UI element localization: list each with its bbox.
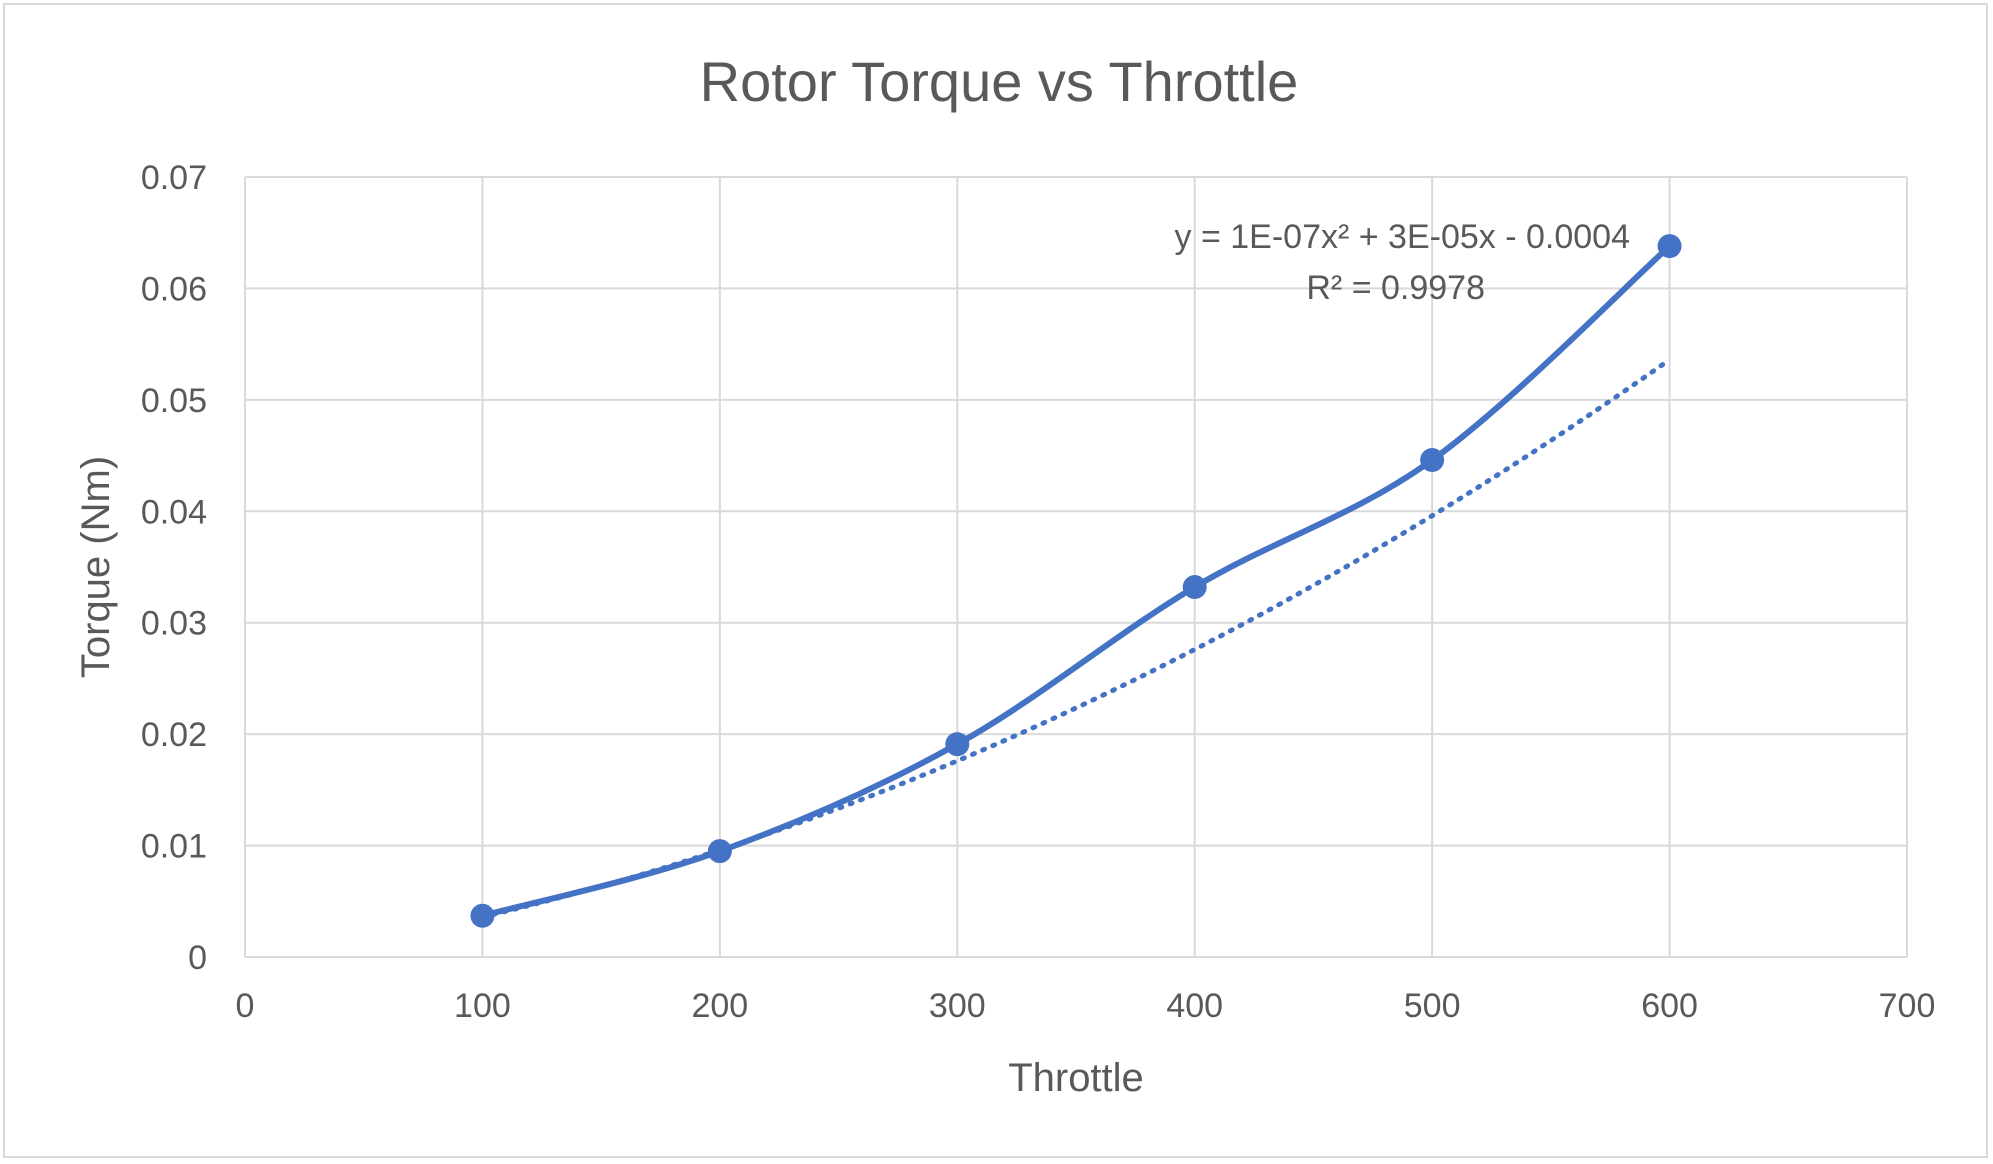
data-point [1420, 448, 1445, 473]
y-tick-label: 0.05 [141, 382, 207, 420]
trendline [479, 357, 1673, 920]
trendline-r-squared: R² = 0.9978 [1306, 269, 1485, 307]
gridlines [244, 176, 1908, 958]
y-tick-label: 0 [188, 939, 207, 977]
x-tick-label: 100 [454, 987, 511, 1025]
y-axis-title: Torque (Nm) [74, 456, 118, 678]
x-tick-label: 600 [1641, 987, 1698, 1025]
x-tick-label: 500 [1404, 987, 1461, 1025]
x-axis-title: Throttle [1008, 1056, 1144, 1100]
x-tick-label: 0 [236, 987, 255, 1025]
y-tick-label: 0.01 [141, 828, 207, 866]
chart-title: Rotor Torque vs Throttle [700, 50, 1299, 113]
data-point [707, 839, 732, 864]
series-group [479, 243, 1673, 919]
trendline-equation: y = 1E-07x² + 3E-05x - 0.0004 [1175, 218, 1630, 256]
y-tick-labels: 0 0.01 0.02 0.03 0.04 0.05 0.06 0.07 [141, 159, 207, 977]
x-tick-labels: 0 100 200 300 400 500 600 700 [236, 987, 1936, 1025]
chart-svg: 0 0.01 0.02 0.03 0.04 0.05 0.06 0.07 0 100 200 300… [74, 50, 1936, 1100]
x-tick-label: 200 [691, 987, 748, 1025]
x-tick-label: 300 [929, 987, 986, 1025]
data-point [470, 903, 495, 928]
chart-frame: 0 0.01 0.02 0.03 0.04 0.05 0.06 0.07 0 100 200 300… [3, 3, 1988, 1158]
y-tick-label: 0.04 [141, 493, 207, 531]
data-point [945, 732, 970, 757]
series-line [479, 243, 1673, 919]
data-point [1657, 234, 1682, 259]
y-tick-label: 0.07 [141, 159, 207, 197]
y-tick-label: 0.02 [141, 716, 207, 754]
trendline-group [479, 357, 1673, 920]
y-tick-label: 0.03 [141, 605, 207, 643]
data-point [1182, 575, 1207, 600]
x-tick-label: 400 [1166, 987, 1223, 1025]
x-tick-label: 700 [1879, 987, 1936, 1025]
y-tick-label: 0.06 [141, 270, 207, 308]
markers-group [470, 234, 1682, 928]
